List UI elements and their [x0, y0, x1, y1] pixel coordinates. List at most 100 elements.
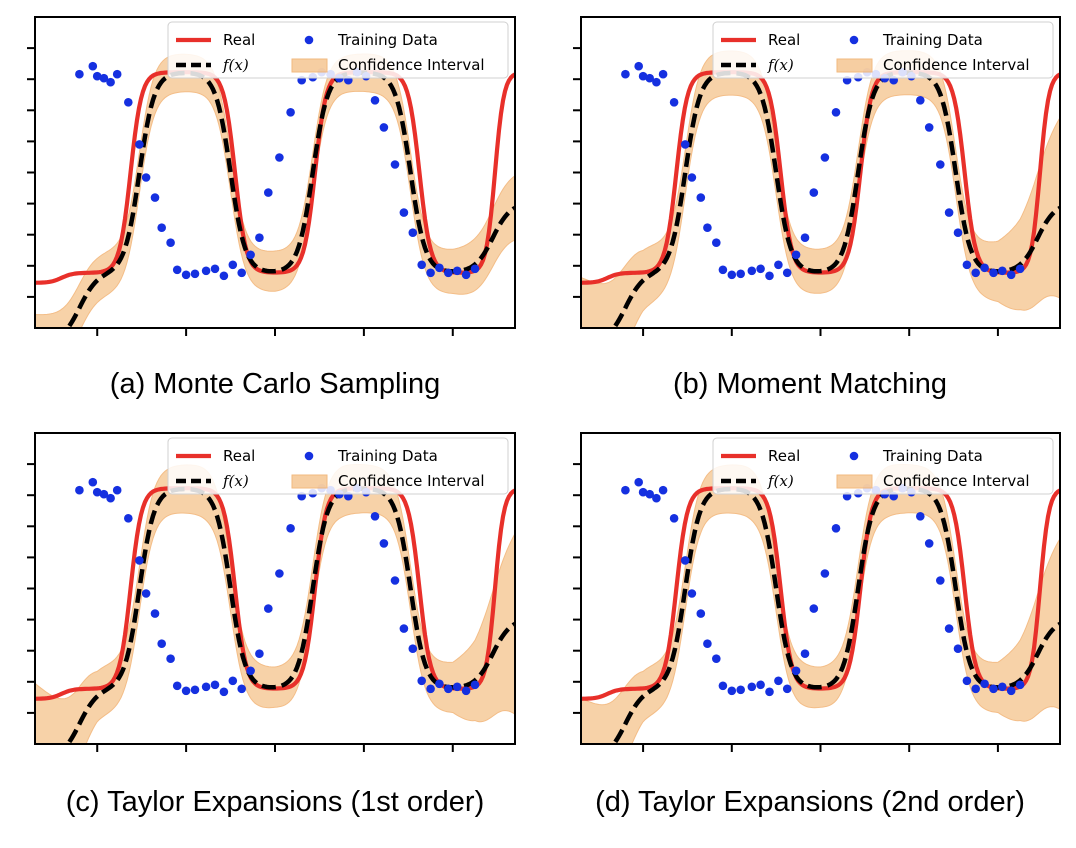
training-point	[470, 264, 480, 274]
training-point	[124, 514, 133, 523]
training-point	[201, 266, 211, 276]
training-point	[444, 684, 453, 694]
training-point	[166, 654, 175, 663]
training-point	[75, 69, 84, 79]
training-point	[680, 556, 690, 565]
legend-real-label: Real	[768, 447, 800, 465]
training-point	[652, 77, 661, 87]
training-point	[696, 193, 706, 202]
legend-fx-label: f(x)	[767, 56, 794, 74]
plot-area	[35, 53, 515, 328]
training-point	[669, 98, 679, 107]
training-point	[962, 260, 972, 270]
training-point	[172, 681, 182, 691]
training-point	[756, 680, 765, 690]
caption-c: (c) Taylor Expansions (1st order)	[65, 786, 485, 818]
training-point	[621, 69, 630, 79]
training-point	[944, 624, 954, 633]
training-point	[820, 569, 830, 578]
training-point	[379, 123, 389, 132]
training-point	[417, 676, 427, 686]
training-point	[1006, 686, 1016, 696]
fx-line	[610, 70, 1060, 328]
training-point	[112, 69, 122, 79]
training-point	[989, 684, 998, 694]
legend-box	[712, 21, 1054, 79]
training-point	[435, 263, 444, 273]
training-point	[219, 687, 229, 697]
training-point	[141, 173, 151, 182]
training-point	[687, 173, 697, 182]
training-point	[141, 589, 151, 598]
legend-ci-swatch	[836, 58, 873, 73]
training-point	[417, 260, 427, 270]
training-point	[638, 71, 648, 81]
training-point	[645, 489, 654, 499]
fx-line	[610, 486, 1060, 744]
training-point	[971, 684, 980, 694]
training-point	[444, 268, 453, 278]
training-point	[774, 676, 783, 686]
training-point	[800, 233, 810, 242]
legend-training-label: Training Data	[882, 31, 983, 49]
training-point	[88, 477, 98, 487]
training-point	[399, 208, 409, 217]
training-point	[782, 268, 792, 278]
training-point	[696, 609, 706, 618]
training-point	[92, 71, 102, 81]
training-point	[452, 682, 462, 692]
legend-box	[712, 437, 1054, 495]
training-point	[791, 250, 801, 260]
legend-ci-swatch	[836, 474, 873, 489]
training-point	[210, 264, 220, 274]
training-point	[944, 208, 954, 217]
training-point	[791, 666, 801, 676]
panel-b: Real f(x) Training Data Confidence Interval	[573, 16, 1061, 336]
training-point	[426, 684, 435, 694]
training-point	[399, 624, 409, 633]
confidence-band	[581, 50, 1060, 328]
training-point	[634, 61, 643, 71]
training-point	[150, 609, 160, 618]
training-point	[971, 268, 980, 278]
legend-fx-label: f(x)	[222, 56, 249, 74]
training-point	[962, 676, 972, 686]
training-point	[124, 98, 133, 107]
training-point	[1015, 264, 1025, 274]
training-point	[809, 604, 819, 613]
training-point	[809, 188, 819, 197]
fx-line	[64, 70, 515, 328]
legend-training-swatch	[304, 451, 314, 461]
training-point	[255, 233, 264, 242]
training-point	[275, 153, 284, 162]
training-point	[652, 493, 661, 503]
training-point	[916, 512, 925, 521]
plot-area	[35, 463, 515, 744]
training-point	[190, 269, 200, 279]
training-point	[190, 685, 200, 695]
training-point	[765, 687, 774, 697]
panel-c: Real f(x) Training Data Confidence Interval	[27, 432, 516, 752]
legend-box	[167, 437, 509, 495]
training-point	[687, 589, 697, 598]
legend-fx-label: f(x)	[767, 472, 794, 490]
training-point	[88, 61, 98, 71]
training-point	[989, 268, 998, 278]
legend-training-label: Training Data	[337, 447, 438, 465]
training-point	[461, 270, 471, 280]
legend-ci-swatch	[291, 58, 328, 73]
training-point	[181, 270, 191, 280]
legend-fx-label: f(x)	[222, 472, 249, 490]
legend-training-label: Training Data	[337, 31, 438, 49]
training-point	[390, 576, 400, 585]
training-point	[426, 268, 435, 278]
training-point	[219, 271, 229, 281]
training-point	[718, 681, 728, 691]
training-point	[135, 140, 144, 149]
training-point	[703, 223, 712, 232]
confidence-band	[35, 463, 515, 744]
training-point	[237, 684, 246, 694]
training-point	[157, 639, 166, 648]
training-point	[736, 685, 745, 695]
